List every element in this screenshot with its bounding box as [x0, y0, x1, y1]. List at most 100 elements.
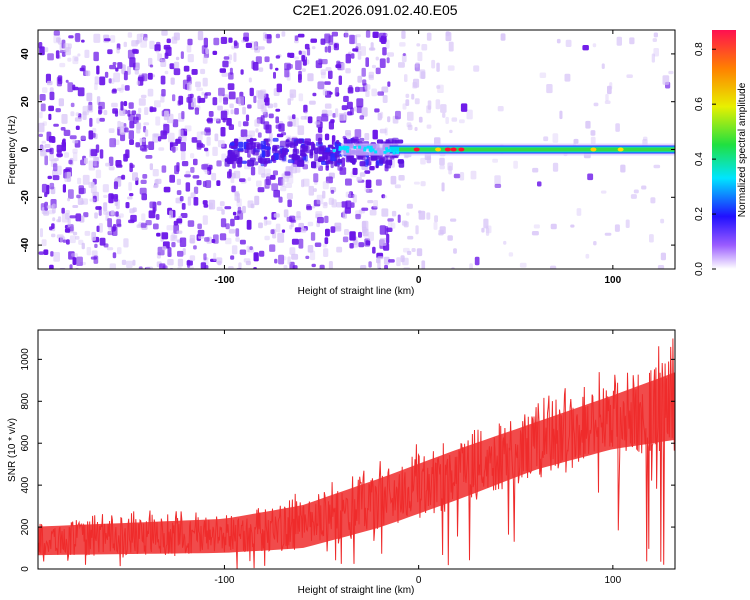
spectrogram-cell	[193, 197, 199, 206]
spectrogram-cell	[52, 217, 56, 222]
spectrogram-cell	[227, 150, 233, 157]
spectrogram-cell	[86, 92, 93, 102]
spectrogram-cell	[260, 90, 266, 97]
spectrogram-cell	[334, 43, 338, 49]
spectrogram-cell	[236, 198, 242, 207]
spectrogram-cell	[50, 251, 54, 257]
spectrogram-cell	[290, 164, 297, 174]
spectrogram-cell	[81, 39, 85, 43]
spectrogram-cell	[347, 111, 353, 116]
spectrogram-cell	[75, 33, 81, 43]
spectrogram-cell	[140, 222, 147, 228]
spectrogram-cell	[341, 62, 346, 71]
spectrogram-cell	[52, 175, 60, 181]
spectrogram-cell	[248, 77, 252, 83]
spectrogram-cell	[164, 52, 169, 59]
spectrogram-cell	[120, 101, 124, 111]
spectrogram-cell	[161, 30, 168, 36]
spectrogram-cell	[372, 31, 379, 38]
spectrogram-cell	[172, 146, 176, 153]
spectrogram-cell	[70, 111, 75, 117]
spectrogram-cell	[345, 68, 351, 74]
spectrogram-cell	[345, 200, 352, 209]
snr-y-tick-label: 0	[20, 566, 31, 572]
spectrogram-cell	[292, 155, 299, 161]
spectrogram-cell	[342, 236, 349, 243]
spectrogram-cell	[117, 120, 121, 130]
spectrogram-cell	[132, 259, 136, 266]
spectrogram-cell	[391, 222, 396, 229]
spectrogram-cell	[259, 153, 266, 158]
spectrogram-cell	[550, 223, 557, 230]
spectrogram-cell	[128, 182, 132, 191]
spectrogram-cell	[417, 51, 423, 62]
spectrogram-y-tick-label: 40	[20, 48, 31, 60]
spectrogram-cell	[358, 87, 366, 92]
spectrogram-cell	[216, 206, 223, 211]
spectrogram-cell	[620, 164, 626, 173]
spectrogram-cell	[128, 102, 134, 109]
spectrogram-cell	[135, 62, 140, 70]
spectrogram-cell	[38, 251, 44, 255]
spectrogram-cell	[377, 113, 382, 121]
spectrogram-cell	[78, 239, 84, 245]
spectrogram-cell	[357, 75, 363, 83]
spectrogram-cell	[187, 196, 192, 206]
spectrogram-cell	[141, 213, 146, 221]
spectrogram-cell	[372, 129, 378, 140]
spectrogram-cell	[392, 151, 396, 155]
spectrogram-cell	[121, 259, 127, 265]
spectrogram-cell	[169, 210, 173, 219]
spectrogram-cell	[39, 94, 46, 101]
spectrogram-cell	[324, 237, 329, 245]
spectrogram-cell	[51, 233, 56, 238]
spectrogram-cell	[368, 74, 374, 79]
spectrogram-cell	[418, 116, 423, 123]
spectrogram-cell	[197, 223, 202, 230]
spectrogram-cell	[379, 156, 386, 165]
spectrogram-cell	[107, 218, 112, 228]
spectrogram-cell	[346, 146, 350, 150]
spectrogram-cell	[204, 147, 209, 152]
spectrogram-cell	[434, 215, 438, 223]
spectrogram-cell	[359, 161, 366, 167]
spectrogram-cell	[99, 237, 106, 246]
spectrogram-cell	[362, 79, 367, 86]
spectrogram-cell	[214, 133, 219, 142]
spectrogram-cell	[298, 93, 304, 102]
snr-x-tick-label: -100	[214, 575, 234, 586]
spectrogram-cell	[162, 246, 167, 251]
spectrogram-cell	[385, 149, 389, 153]
spectrogram-cell	[119, 87, 124, 93]
spectrogram-cell	[145, 155, 153, 159]
spectrogram-cell	[269, 244, 276, 252]
spectrogram-cell	[272, 137, 279, 142]
spectrogram-cell	[39, 46, 45, 56]
snr-x-label: Height of straight line (km)	[298, 585, 415, 596]
spectrogram-cell	[331, 119, 335, 124]
spectrogram-cell	[154, 44, 161, 52]
spectrogram-cell	[60, 127, 66, 131]
spectrogram-cell	[286, 193, 293, 200]
spectrogram-cell	[366, 145, 370, 149]
spectrogram-cell	[604, 100, 611, 104]
spectrogram-cell	[258, 165, 265, 175]
spectrogram-cell	[92, 132, 96, 138]
spectrogram-cell	[350, 202, 355, 208]
spectrogram-cell	[338, 145, 342, 149]
spectrogram-cell	[264, 56, 270, 63]
spectrogram-cell	[254, 119, 260, 127]
spectrogram-cell	[194, 107, 199, 115]
spectrogram-cell	[310, 232, 316, 241]
spectrogram-cell	[343, 95, 349, 102]
spectrogram-cell	[232, 211, 237, 216]
spectrogram-cell	[104, 71, 109, 78]
spectrogram-cell	[219, 201, 225, 207]
spectrogram-cell	[84, 49, 90, 58]
spectrogram-cell	[58, 98, 64, 107]
spectrogram-cell	[42, 121, 47, 126]
spectrogram-cell	[576, 208, 582, 216]
spectrogram-cell	[51, 223, 55, 229]
spectrogram-cell	[278, 123, 285, 132]
spectrogram-cell	[300, 153, 307, 157]
